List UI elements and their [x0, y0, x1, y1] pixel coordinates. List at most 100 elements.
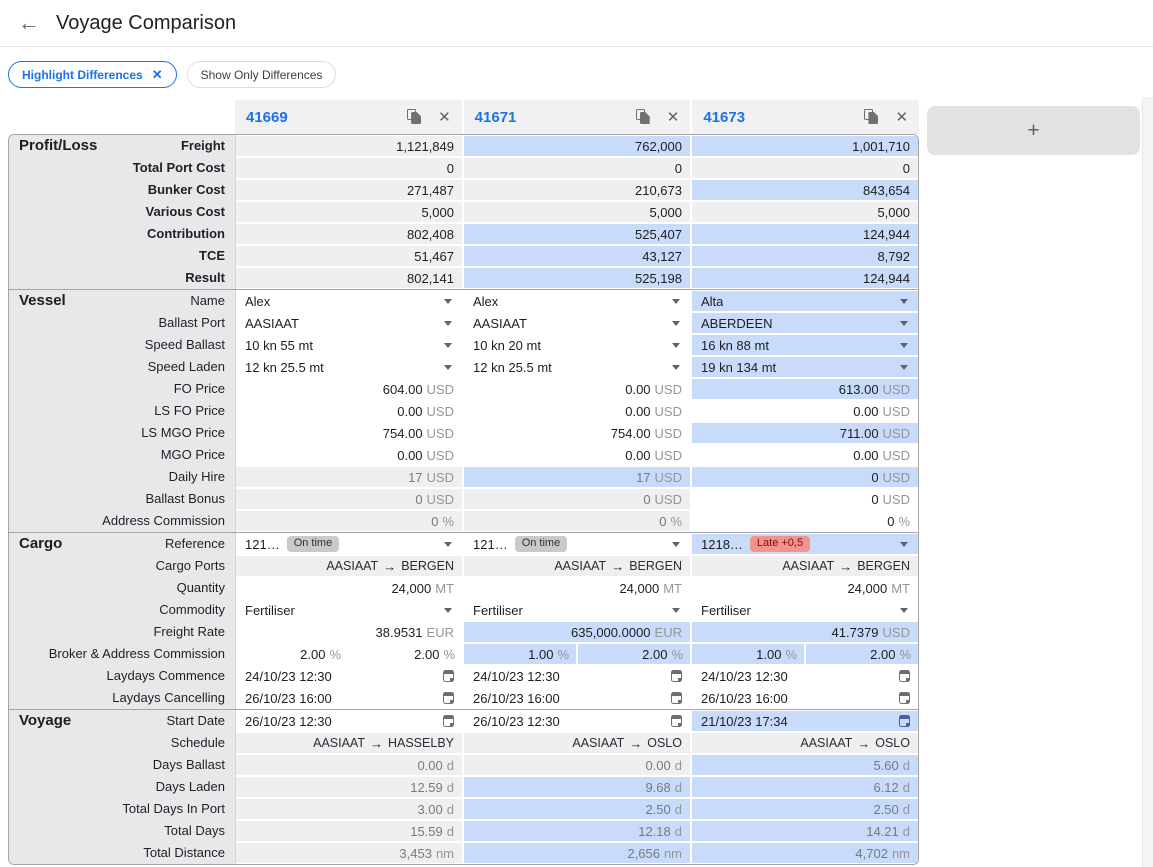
value-cell[interactable]: 635,000.0000 EUR — [464, 622, 690, 642]
value-cell[interactable]: 604.00 USD — [236, 379, 462, 399]
value-cell[interactable]: 754.00 USD — [464, 423, 690, 443]
date-cell[interactable]: 24/10/23 12:30 — [464, 666, 690, 686]
value-cell[interactable]: 0.00 USD — [692, 445, 918, 465]
value-cell[interactable]: 754.00 USD — [236, 423, 462, 443]
dropdown-cell[interactable]: 10 kn 55 mt — [236, 335, 462, 355]
dropdown-cell[interactable]: AASIAAT — [236, 313, 462, 333]
chevron-down-icon — [672, 320, 680, 326]
dropdown-cell[interactable]: Fertiliser — [464, 600, 690, 620]
voyage-number-link[interactable]: 41673 — [703, 108, 746, 126]
chevron-down-icon — [900, 342, 908, 348]
date-cell[interactable]: 26/10/23 16:00 — [464, 688, 690, 708]
close-icon[interactable]: ✕ — [151, 67, 163, 82]
value-cell[interactable]: 0.00 USD — [464, 445, 690, 465]
route-cell: AASIAAT → BERGEN — [692, 556, 918, 576]
vertical-scrollbar[interactable] — [1142, 97, 1153, 867]
commission-sub-cell[interactable]: 2.00% — [578, 644, 690, 664]
value-cell[interactable]: 613.00 USD — [692, 379, 918, 399]
calendar-icon[interactable] — [443, 715, 454, 727]
value-cell[interactable]: 0 USD — [692, 467, 918, 487]
date-cell[interactable]: 26/10/23 16:00 — [236, 688, 462, 708]
calendar-icon[interactable] — [899, 715, 910, 727]
section-cells: 121… On time 121… On time 1218… Late +0,5 AASI… — [236, 533, 918, 709]
value-cell[interactable]: 38.9531 EUR — [236, 622, 462, 642]
copy-icon[interactable] — [635, 109, 651, 125]
dropdown-cell[interactable]: 1218… Late +0,5 — [692, 534, 918, 554]
show-only-differences-chip[interactable]: Show Only Differences — [186, 61, 337, 88]
back-arrow-icon[interactable]: ← — [18, 10, 40, 35]
dropdown-cell[interactable]: Alex — [236, 291, 462, 311]
commission-sub-cell[interactable]: 2.00% — [236, 644, 348, 664]
value-cell[interactable]: 0.00 USD — [236, 445, 462, 465]
row-label: Total Distance — [143, 845, 225, 860]
commission-sub-cell[interactable]: 2.00% — [806, 644, 918, 664]
cell-value: 525,407 — [635, 226, 682, 242]
date-cell[interactable]: 26/10/23 12:30 — [464, 711, 690, 731]
dropdown-cell[interactable]: 12 kn 25.5 mt — [464, 357, 690, 377]
calendar-icon[interactable] — [671, 692, 682, 704]
date-cell[interactable]: 24/10/23 12:30 — [692, 666, 918, 686]
dropdown-cell[interactable]: 10 kn 20 mt — [464, 335, 690, 355]
add-voyage-button[interactable]: + — [927, 106, 1140, 155]
value-cell[interactable]: 0 USD — [692, 489, 918, 509]
value-cell[interactable]: 0% — [692, 511, 918, 531]
unit-label: USD — [426, 469, 454, 485]
arrow-right-icon: → — [383, 558, 397, 574]
cell-value: 17 — [408, 469, 423, 485]
value-cell[interactable]: 0.00 USD — [464, 379, 690, 399]
unit-label: USD — [426, 403, 454, 419]
dropdown-value: Alex — [473, 293, 499, 309]
dropdown-cell[interactable]: 12 kn 25.5 mt — [236, 357, 462, 377]
close-icon[interactable]: ✕ — [666, 108, 680, 126]
section-label-panel: Vessel Name Ballast Port Speed Ballast Speed… — [9, 290, 236, 532]
value-cell[interactable]: 0.00 USD — [464, 401, 690, 421]
commission-sub-cell[interactable]: 1.00% — [692, 644, 804, 664]
calendar-icon[interactable] — [899, 670, 910, 682]
value-cell[interactable]: 0.00 USD — [692, 401, 918, 421]
calendar-icon[interactable] — [671, 670, 682, 682]
value-cell: 271,487 — [236, 180, 462, 200]
chevron-down-icon — [900, 541, 908, 547]
date-cell[interactable]: 26/10/23 16:00 — [692, 688, 918, 708]
dropdown-cell[interactable]: 121… On time — [236, 534, 462, 554]
voyage-number-link[interactable]: 41671 — [474, 108, 517, 126]
dropdown-cell[interactable]: 19 kn 134 mt — [692, 357, 918, 377]
dropdown-cell[interactable]: Alex — [464, 291, 690, 311]
dropdown-cell[interactable]: ABERDEEN — [692, 313, 918, 333]
calendar-icon[interactable] — [443, 670, 454, 682]
value-cell[interactable]: 24,000 MT — [464, 578, 690, 598]
highlight-differences-chip[interactable]: Highlight Differences ✕ — [8, 61, 177, 88]
cell-value: 0 — [659, 513, 667, 529]
commission-sub-cell[interactable]: 1.00% — [464, 644, 576, 664]
close-icon[interactable]: ✕ — [438, 108, 451, 126]
voyage-number-link[interactable]: 41669 — [246, 108, 288, 126]
dropdown-cell[interactable]: AASIAAT — [464, 313, 690, 333]
dropdown-value: 16 kn 88 mt — [701, 337, 769, 353]
value-cell[interactable]: 41.7379 USD — [692, 622, 918, 642]
date-cell[interactable]: 24/10/23 12:30 — [236, 666, 462, 686]
row-label: Name — [190, 293, 225, 308]
dropdown-cell[interactable]: Alta — [692, 291, 918, 311]
value-cell[interactable]: 24,000 MT — [236, 578, 462, 598]
calendar-icon[interactable] — [899, 692, 910, 704]
calendar-icon[interactable] — [443, 692, 454, 704]
value-cell[interactable]: 711.00 USD — [692, 423, 918, 443]
date-cell[interactable]: 26/10/23 12:30 — [236, 711, 462, 731]
dropdown-cell[interactable]: Fertiliser — [692, 600, 918, 620]
value-cell[interactable]: 24,000 MT — [692, 578, 918, 598]
date-cell[interactable]: 21/10/23 17:34 — [692, 711, 918, 731]
row-label: Start Date — [166, 713, 225, 728]
unit-label: % — [671, 646, 683, 662]
value-cell[interactable]: 0.00 USD — [236, 401, 462, 421]
dropdown-cell[interactable]: Fertiliser — [236, 600, 462, 620]
copy-icon[interactable] — [864, 109, 879, 125]
chevron-down-icon — [444, 541, 452, 547]
dropdown-cell[interactable]: 121… On time — [464, 534, 690, 554]
commission-sub-cell[interactable]: 2.00% — [350, 644, 462, 664]
close-icon[interactable]: ✕ — [895, 108, 909, 126]
copy-icon[interactable] — [407, 109, 422, 125]
calendar-icon[interactable] — [671, 715, 682, 727]
cell-value: 24,000 — [847, 580, 888, 596]
dropdown-cell[interactable]: 16 kn 88 mt — [692, 335, 918, 355]
chevron-down-icon — [672, 342, 680, 348]
